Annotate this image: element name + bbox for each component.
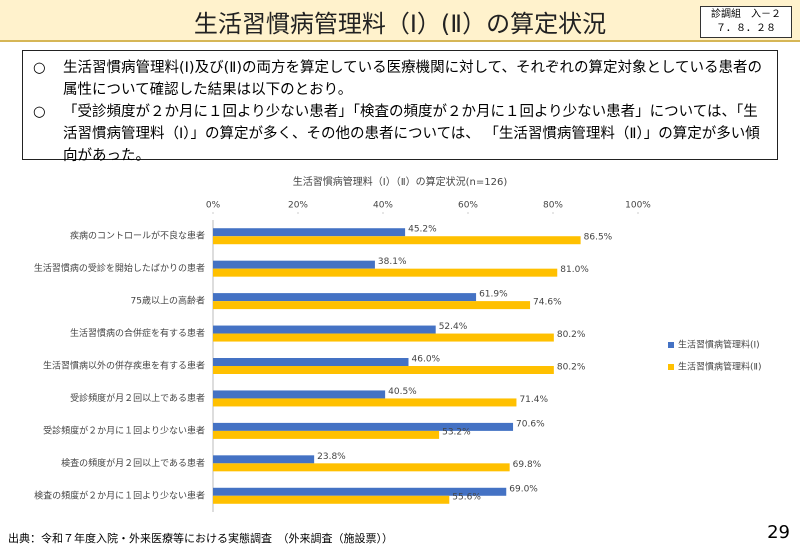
value-label: 23.8% [317, 452, 346, 462]
legend-label: 生活習慣病管理料(Ⅰ) [678, 339, 760, 351]
bar [213, 398, 517, 407]
value-label: 55.6% [452, 492, 481, 502]
bar [213, 455, 315, 464]
value-label: 53.2% [442, 427, 471, 437]
value-label: 74.6% [533, 298, 562, 308]
value-label: 69.8% [513, 460, 542, 470]
note-marker: ○ [33, 104, 46, 120]
value-label: 86.5% [584, 233, 613, 243]
doc-id: 診調組 入－２ [711, 9, 781, 20]
legend-swatch [668, 342, 674, 348]
chart-title: 生活習慣病管理料（Ⅰ）（Ⅱ）の算定状況(n=126) [293, 175, 508, 188]
y-tick-label: 75歳以上の高齢者 [131, 295, 205, 307]
x-tick-label: 40% [373, 201, 393, 211]
value-label: 80.2% [557, 363, 586, 373]
bar [213, 495, 450, 504]
bar [213, 325, 436, 334]
bar [213, 430, 440, 439]
y-tick-label: 受診頻度が月２回以上である患者 [70, 392, 205, 404]
value-label: 45.2% [408, 225, 437, 235]
value-label: 40.5% [388, 387, 417, 397]
bar [213, 487, 507, 496]
x-tick-label: 20% [288, 201, 308, 211]
legend-swatch [668, 364, 674, 370]
y-tick-label: 疾病のコントロールが不良な患者 [70, 230, 205, 242]
note-text: 「受診頻度が２か月に１回より少ない患者」「検査の頻度が２か月に１回より少ない患者… [63, 104, 760, 164]
bar [213, 366, 554, 374]
bar [213, 236, 581, 245]
doc-id-box: 診調組 入－２ ７．８．２８ [700, 6, 792, 38]
slide-title: 生活習慣病管理料（Ⅰ）(Ⅱ）の算定状況 [193, 10, 607, 38]
notes-box: ○ 生活習慣病管理料(Ⅰ)及び(Ⅱ)の両方を算定している医療機関に対して、それぞれ… [22, 50, 778, 164]
x-tick-label: 80% [543, 201, 563, 211]
value-label: 38.1% [378, 257, 407, 267]
note: ○ 「受診頻度が２か月に１回より少ない患者」「検査の頻度が２か月に１回より少ない患… [33, 101, 767, 167]
value-label: 70.6% [516, 419, 545, 429]
x-tick-label: 0% [206, 201, 221, 211]
bar [213, 228, 406, 237]
bar [213, 293, 477, 302]
note: ○ 生活習慣病管理料(Ⅰ)及び(Ⅱ)の両方を算定している医療機関に対して、それぞれ… [33, 57, 767, 101]
bar [213, 422, 514, 431]
page-number: 29 [767, 522, 790, 543]
y-tick-label: 検査の頻度が２か月に１回より少ない患者 [34, 489, 205, 501]
value-label: 81.0% [560, 265, 589, 275]
y-tick-label: 生活習慣病以外の併存疾患を有する患者 [43, 360, 205, 372]
value-label: 80.2% [557, 330, 586, 340]
bar [213, 390, 386, 399]
bar [213, 358, 409, 366]
note-text: 生活習慣病管理料(Ⅰ)及び(Ⅱ)の両方を算定している医療機関に対して、それぞれの… [63, 60, 763, 98]
bar [213, 301, 531, 310]
doc-date: ７．８．２８ [716, 23, 776, 34]
source: 出典：令和７年度入院・外来医療等における実態調査 （外来調査（施設票）） [8, 532, 393, 545]
value-label: 61.9% [479, 290, 508, 300]
y-tick-label: 受診頻度が２か月に１回より少ない患者 [43, 424, 205, 436]
x-tick-label: 60% [458, 201, 478, 211]
y-tick-label: 生活習慣病の受診を開始したばかりの患者 [34, 262, 205, 274]
y-tick-label: 生活習慣病の合併症を有する患者 [70, 327, 205, 339]
bar [213, 260, 375, 269]
y-tick-label: 検査の頻度が月２回以上である患者 [61, 457, 205, 469]
legend-label: 生活習慣病管理料(Ⅱ) [678, 361, 761, 373]
note-marker: ○ [33, 60, 46, 76]
value-label: 69.0% [509, 484, 538, 494]
bar [213, 333, 554, 342]
value-label: 46.0% [412, 355, 441, 365]
value-label: 71.4% [519, 395, 548, 405]
bar [213, 268, 558, 277]
bar [213, 463, 510, 472]
value-label: 52.4% [439, 322, 468, 332]
header-band [0, 0, 800, 42]
x-tick-label: 100% [625, 201, 651, 211]
